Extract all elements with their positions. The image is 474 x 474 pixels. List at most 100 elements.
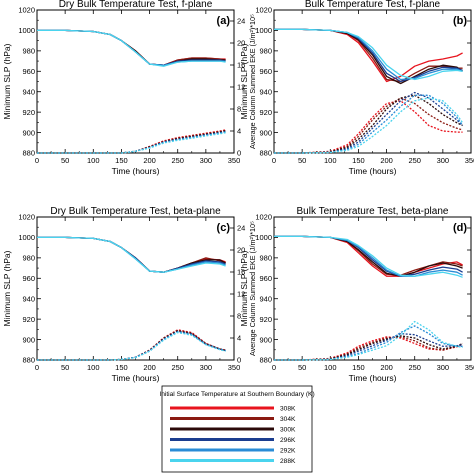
x-tick-label: 300	[200, 363, 213, 372]
eke-line-308K	[274, 100, 463, 154]
y-left-tick-label: 1020	[18, 6, 35, 15]
x-tick-label: 150	[115, 363, 128, 372]
x-tick-label: 100	[324, 363, 337, 372]
legend-label-300K: 300K	[280, 427, 296, 434]
plot-frame	[273, 9, 472, 154]
y-right-tick-label: 20	[237, 39, 245, 48]
y-right-tick-label: 12	[237, 83, 245, 92]
slp-line-288K	[37, 29, 226, 67]
x-tick-label: 0	[35, 363, 39, 372]
eke-line-296K	[37, 330, 226, 361]
eke-line-292K	[274, 94, 464, 154]
x-tick-label: 50	[298, 156, 306, 165]
y-left-tick-label: 920	[22, 108, 35, 117]
eke-line-308K	[37, 329, 226, 361]
plot-frame	[36, 216, 235, 361]
y-left-tick-label: 920	[259, 315, 272, 324]
panel-label: (c)	[217, 222, 231, 234]
chart-title: Bulk Temperature Test, f-plane	[305, 0, 441, 10]
eke-line-304K	[37, 329, 226, 361]
x-tick-label: 50	[61, 363, 69, 372]
x-tick-label: 250	[171, 363, 184, 372]
x-tick-label: 300	[200, 156, 213, 165]
y-left-tick-label: 1020	[255, 213, 272, 222]
y-left-tick-label: 1020	[18, 213, 35, 222]
y-left-tick-label: 900	[22, 335, 35, 344]
y-right-tick-label: 0	[237, 149, 241, 158]
eke-line-300K	[37, 330, 226, 361]
y-left-axis-label: Minimum SLP (hPa)	[239, 250, 249, 326]
x-tick-label: 100	[87, 363, 100, 372]
y-right-tick-label: 20	[237, 246, 245, 255]
y-left-tick-label: 1000	[255, 233, 272, 242]
y-right-tick-label: 16	[237, 268, 245, 277]
y-right-tick-label: 8	[237, 105, 241, 114]
slp-line-288K	[274, 235, 463, 278]
eke-line-292K	[37, 331, 226, 361]
y-left-tick-label: 960	[22, 67, 35, 76]
x-tick-label: 200	[380, 156, 393, 165]
legend-title: Initial Surface Temperature at Southern …	[159, 391, 314, 398]
eke-line-288K	[274, 97, 464, 154]
legend-label-288K: 288K	[280, 458, 296, 465]
y-right-tick-label: 0	[237, 356, 241, 365]
plot-frame	[273, 216, 472, 361]
x-axis-label: Time (hours)	[349, 373, 397, 383]
y-right-axis-label: Average Column Summed EKE (J/m²)*10⁵	[248, 14, 257, 149]
y-left-tick-label: 900	[259, 335, 272, 344]
slp-line-288K	[37, 236, 226, 273]
x-tick-label: 300	[437, 156, 450, 165]
x-axis-label: Time (hours)	[349, 166, 397, 176]
slp-line-296K	[274, 235, 463, 277]
y-left-tick-label: 880	[259, 149, 272, 158]
y-left-tick-label: 1000	[18, 233, 35, 242]
x-tick-label: 300	[437, 363, 450, 372]
panel-label: (a)	[217, 15, 231, 27]
slp-line-292K	[274, 28, 463, 81]
y-right-tick-label: 4	[237, 334, 241, 343]
x-tick-label: 50	[61, 156, 69, 165]
y-left-tick-label: 980	[22, 47, 35, 56]
x-axis-label: Time (hours)	[112, 373, 160, 383]
eke-line-304K	[274, 97, 463, 154]
y-left-tick-label: 960	[259, 67, 272, 76]
y-left-tick-label: 880	[22, 356, 35, 365]
y-left-tick-label: 940	[259, 294, 272, 303]
x-tick-label: 0	[272, 363, 276, 372]
x-tick-label: 200	[380, 363, 393, 372]
x-tick-label: 200	[143, 363, 156, 372]
y-left-tick-label: 980	[259, 47, 272, 56]
x-tick-label: 150	[352, 156, 365, 165]
slp-line-288K	[274, 28, 463, 81]
x-tick-label: 100	[87, 156, 100, 165]
eke-line-288K	[37, 132, 226, 154]
y-left-tick-label: 960	[22, 274, 35, 283]
y-left-tick-label: 940	[259, 87, 272, 96]
y-left-tick-label: 1000	[255, 26, 272, 35]
eke-line-288K	[274, 320, 463, 361]
x-tick-label: 250	[408, 363, 421, 372]
x-tick-label: 0	[272, 156, 276, 165]
y-left-axis-label: Minimum SLP (hPa)	[2, 43, 12, 119]
y-left-tick-label: 920	[259, 108, 272, 117]
legend-label-292K: 292K	[280, 448, 296, 455]
x-tick-label: 350	[465, 156, 474, 165]
y-left-tick-label: 880	[22, 149, 35, 158]
y-right-axis-label: Average Column Summed EKE (J/m²)*10⁵	[248, 221, 257, 356]
eke-line-300K	[274, 94, 463, 154]
y-left-axis-label: Minimum SLP (hPa)	[239, 43, 249, 119]
y-left-tick-label: 880	[259, 356, 272, 365]
x-tick-label: 350	[228, 156, 241, 165]
x-tick-label: 100	[324, 156, 337, 165]
x-tick-label: 250	[171, 156, 184, 165]
legend-label-304K: 304K	[280, 416, 296, 423]
eke-line-292K	[274, 325, 463, 361]
chart-title: Dry Bulk Temperature Test, f-plane	[59, 0, 213, 10]
chart-title: Bulk Temperature Test, beta-plane	[297, 206, 449, 217]
eke-line-288K	[37, 331, 226, 361]
y-right-tick-label: 24	[237, 17, 245, 26]
x-tick-label: 350	[465, 363, 474, 372]
y-left-axis-label: Minimum SLP (hPa)	[2, 250, 12, 326]
x-axis-label: Time (hours)	[112, 166, 160, 176]
